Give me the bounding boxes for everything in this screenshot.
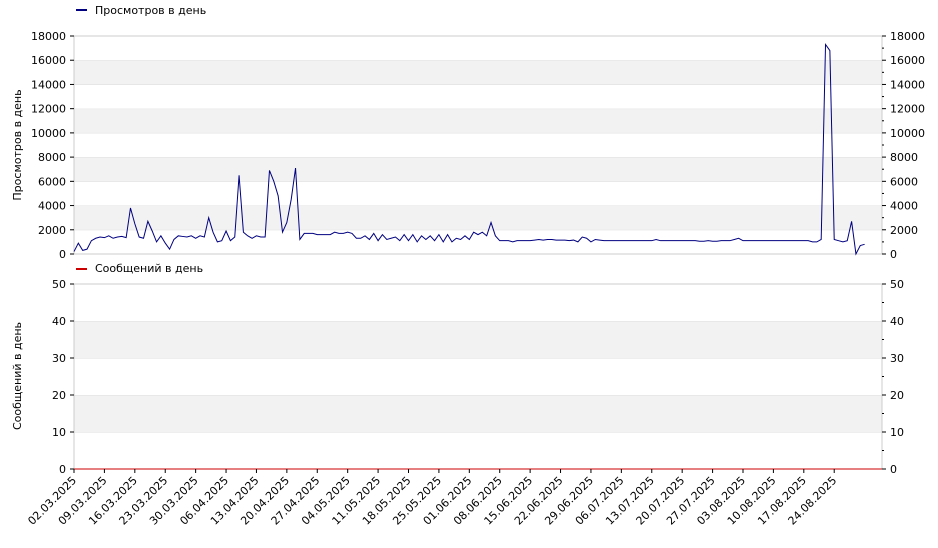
grid-band	[74, 205, 882, 230]
y-tick-label-right: 14000	[890, 78, 925, 91]
y-tick-label-left: 10000	[31, 127, 66, 140]
views-grid-bands	[74, 35, 882, 254]
y-tick-label-right: 4000	[890, 200, 918, 213]
y-tick-label-left: 16000	[31, 54, 66, 67]
grid-band	[74, 358, 882, 395]
y-tick-label-left: 50	[52, 278, 66, 291]
grid-band	[74, 36, 882, 61]
y-tick-label-right: 18000	[890, 30, 925, 43]
y-tick-label-right: 0	[890, 463, 897, 476]
y-tick-label-left: 0	[59, 463, 66, 476]
y-tick-label-left: 6000	[38, 175, 66, 188]
y-tick-label-left: 14000	[31, 78, 66, 91]
y-tick-label-left: 12000	[31, 103, 66, 116]
views-y-ticks: 0 0 2000 2000 4000 4000 6000 6000 8000 8000 10000 1…	[31, 30, 925, 261]
grid-band	[74, 395, 882, 432]
y-tick-label-left: 0	[59, 248, 66, 261]
messages-y-axis-label: Сообщений в день	[11, 322, 24, 430]
views-legend-label: Просмотров в день	[95, 4, 206, 17]
views-y-axis-label: Просмотров в день	[11, 89, 24, 200]
grid-band	[74, 229, 882, 254]
y-tick-label-left: 8000	[38, 151, 66, 164]
grid-band	[74, 181, 882, 206]
y-tick-label-left: 20	[52, 389, 66, 402]
views-points	[73, 44, 865, 255]
y-tick-label-right: 6000	[890, 175, 918, 188]
y-tick-label-right: 10	[890, 426, 904, 439]
y-tick-label-right: 40	[890, 315, 904, 328]
grid-band	[74, 108, 882, 133]
y-tick-label-left: 4000	[38, 200, 66, 213]
y-tick-label-right: 16000	[890, 54, 925, 67]
y-tick-label-right: 30	[890, 352, 904, 365]
views-panel: 0 0 2000 2000 4000 4000 6000 6000 8000 8000 10000 1…	[11, 4, 925, 261]
grid-band	[74, 157, 882, 182]
y-tick-label-right: 50	[890, 278, 904, 291]
y-tick-label-left: 40	[52, 315, 66, 328]
y-tick-label-right: 20	[890, 389, 904, 402]
y-tick-label-right: 2000	[890, 224, 918, 237]
y-tick-label-right: 10000	[890, 127, 925, 140]
messages-grid-bands	[74, 283, 882, 469]
grid-band	[74, 84, 882, 109]
y-tick-label-right: 0	[890, 248, 897, 261]
y-tick-label-left: 18000	[31, 30, 66, 43]
y-tick-label-left: 30	[52, 352, 66, 365]
messages-y-ticks: 0 0 10 10 20 20 30 30 40 40 50 50	[52, 278, 904, 476]
y-tick-label-left: 10	[52, 426, 66, 439]
y-tick-label-right: 8000	[890, 151, 918, 164]
messages-legend-label: Сообщений в день	[95, 262, 203, 275]
grid-band	[74, 60, 882, 85]
grid-band	[74, 132, 882, 158]
y-tick-label-left: 2000	[38, 224, 66, 237]
grid-band	[74, 284, 882, 321]
y-tick-label-right: 12000	[890, 103, 925, 116]
grid-band	[74, 321, 882, 358]
grid-band	[74, 432, 882, 469]
